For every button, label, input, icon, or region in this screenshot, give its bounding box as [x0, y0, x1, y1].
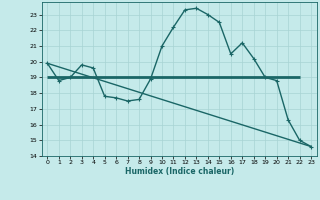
X-axis label: Humidex (Indice chaleur): Humidex (Indice chaleur) [124, 167, 234, 176]
